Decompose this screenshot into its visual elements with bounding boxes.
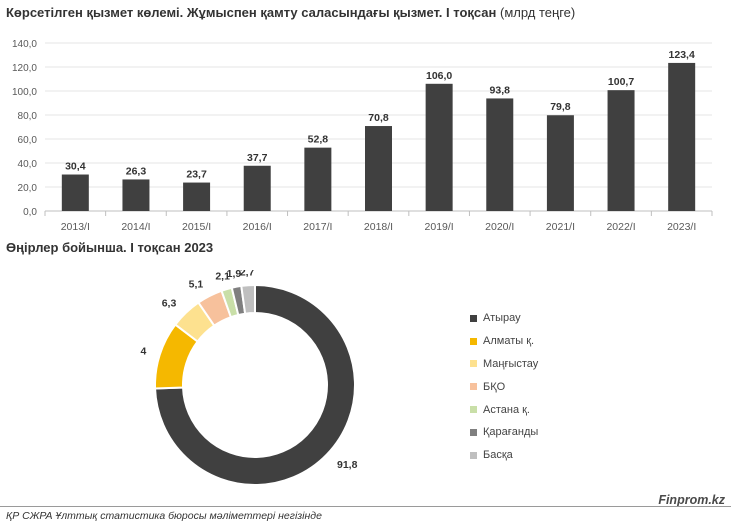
y-tick-label: 40,0 (18, 159, 38, 170)
y-tick-label: 120,0 (12, 63, 37, 74)
legend-item: Маңғыстау (470, 353, 538, 376)
bar-value-label: 26,3 (126, 165, 147, 177)
legend-label: Атырау (483, 312, 521, 325)
donut-slice (240, 283, 256, 315)
legend-swatch (470, 337, 477, 345)
y-tick-label: 20,0 (18, 183, 38, 194)
footer-divider (0, 506, 731, 507)
legend-label: Астана қ. (483, 403, 530, 416)
donut-legend: Атырау Алматы қ. Маңғыстау БҚО Астана қ. Қара… (470, 307, 538, 467)
legend-label: БҚО (483, 380, 506, 393)
legend-swatch (470, 383, 477, 391)
x-tick-label: 2019/I (425, 221, 454, 233)
legend-item: Алматы қ. (470, 330, 538, 353)
bar (304, 147, 332, 211)
x-tick-label: 2022/I (606, 221, 635, 233)
bar-chart: 0,0 20,0 40,0 60,0 80,0 100,0 120,0 140,0 30,4 20… (12, 39, 713, 233)
bar-value-label: 30,4 (65, 161, 86, 173)
x-tick-label: 2020/I (485, 221, 514, 233)
x-tick-label: 2023/I (667, 221, 696, 233)
donut-value-label: 6,3 (162, 298, 177, 310)
y-tick-label: 80,0 (18, 111, 38, 122)
donut-value-label: 1,9 (227, 270, 242, 280)
donut-value-label: 13,4 (140, 346, 146, 358)
x-tick-label: 2018/I (364, 221, 393, 233)
bar-chart-title-bold: Көрсетілген қызмет көлемі. Жұмыспен қамт… (6, 5, 497, 20)
bar (61, 174, 89, 211)
source-note: ҚР СЖРА Ұлттық статистика бюросы мәлімет… (6, 510, 322, 522)
legend-swatch (470, 314, 477, 322)
bar-value-label: 23,7 (186, 169, 207, 181)
x-tick-label: 2015/I (182, 221, 211, 233)
legend-swatch (470, 428, 477, 436)
legend-item: БҚО (470, 375, 538, 398)
bar (183, 182, 211, 211)
legend-swatch (470, 451, 477, 459)
bar (122, 179, 150, 211)
legend-label: Алматы қ. (483, 335, 535, 348)
y-tick-label: 60,0 (18, 135, 38, 146)
bar (425, 83, 453, 211)
bar-value-label: 100,7 (608, 76, 634, 88)
bar (365, 126, 392, 211)
bar (243, 165, 271, 211)
x-tick-label: 2014/I (121, 221, 150, 233)
bar-value-label: 106,0 (426, 70, 452, 82)
brand-logo: Finprom.kz (658, 493, 725, 507)
legend-item: Қарағанды (470, 421, 538, 444)
bar-chart-title: Көрсетілген қызмет көлемі. Жұмыспен қамт… (6, 5, 575, 20)
donut-value-label: 2,1 (215, 271, 230, 283)
bar-value-label: 123,4 (669, 49, 695, 61)
legend-item: Астана қ. (470, 398, 538, 421)
x-tick-label: 2013/I (61, 221, 90, 233)
bar (546, 115, 574, 211)
bar (668, 62, 696, 211)
y-tick-label: 140,0 (12, 39, 37, 50)
bar (607, 90, 635, 211)
donut-slice (154, 283, 356, 486)
bar-chart-title-unit: (млрд теңге) (500, 5, 576, 20)
x-tick-label: 2021/I (546, 221, 575, 233)
legend-label: Маңғыстау (483, 357, 539, 370)
legend-swatch (470, 360, 477, 368)
bar (486, 98, 514, 211)
donut-value-label: 2,7 (240, 270, 255, 278)
donut-value-label: 5,1 (189, 278, 204, 290)
x-tick-label: 2017/I (303, 221, 332, 233)
legend-item: Басқа (470, 444, 538, 467)
legend-label: Қарағанды (483, 426, 539, 439)
bar-value-label: 52,8 (308, 134, 329, 146)
legend-label: Басқа (483, 449, 513, 462)
bar-value-label: 70,8 (368, 112, 389, 124)
y-tick-label: 100,0 (12, 87, 37, 98)
bar-value-label: 93,8 (490, 84, 511, 96)
x-tick-label: 2016/I (243, 221, 272, 233)
legend-item: Атырау (470, 307, 538, 330)
bar-value-label: 79,8 (550, 101, 571, 113)
donut-chart-title: Өңірлер бойынша. I тоқсан 2023 (6, 240, 214, 255)
y-tick-label: 0,0 (23, 207, 37, 218)
donut-value-label: 91,8 (337, 459, 358, 471)
donut-chart: 91,8 13,4 6,3 5,1 2,11,92,7 (140, 270, 358, 486)
legend-swatch (470, 406, 477, 414)
bar-value-label: 37,7 (247, 152, 268, 164)
